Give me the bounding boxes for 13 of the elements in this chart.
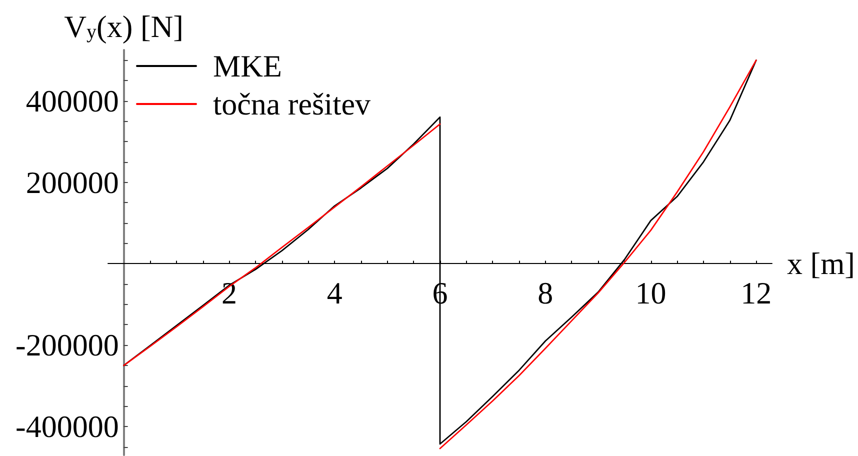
y-tick-label: 200000 (26, 164, 119, 200)
x-axis-title: x [m] (786, 246, 856, 282)
y-axis-title: Vy(x) [N] (64, 9, 184, 44)
x-tick-label: 10 (635, 276, 666, 311)
x-tick-label: 2 (221, 276, 237, 311)
legend-label: točna rešitev (213, 86, 372, 122)
legend-label: MKE (213, 48, 282, 84)
y-tick-label: 400000 (26, 83, 119, 118)
x-tick-label: 12 (740, 276, 772, 311)
y-tick-label: -200000 (16, 328, 119, 363)
x-tick-label: 8 (538, 276, 554, 311)
x-tick-label: 4 (326, 276, 343, 311)
y-tick-label: -400000 (16, 409, 119, 444)
